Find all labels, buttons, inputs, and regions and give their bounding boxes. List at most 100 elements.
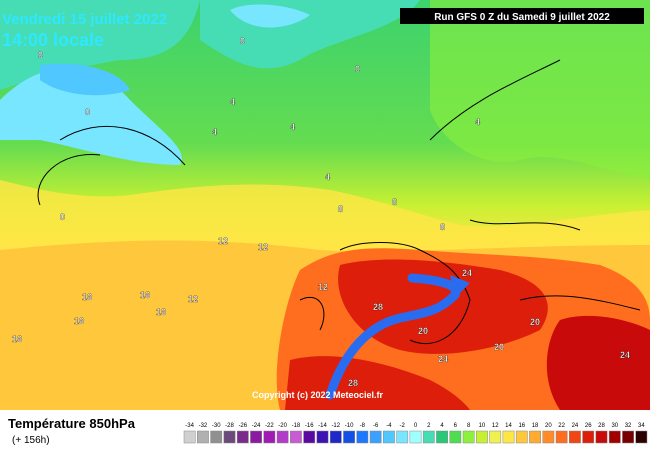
contour-label: 12 — [318, 282, 328, 292]
scale-swatch — [409, 430, 422, 444]
scale-label: -16 — [305, 423, 314, 429]
scale-label: -10 — [345, 423, 354, 429]
scale-label: 2 — [427, 423, 431, 429]
scale-swatch — [422, 430, 435, 444]
scale-swatch — [542, 430, 555, 444]
scale-label: 16 — [518, 423, 525, 429]
mild-zone — [430, 0, 650, 180]
scale-swatch — [595, 430, 608, 444]
scale-label: 6 — [454, 423, 458, 429]
scale-swatch — [529, 430, 541, 444]
scale-label: -8 — [360, 423, 366, 429]
scale-label: -4 — [386, 423, 392, 429]
contour-label: 8 — [392, 197, 397, 207]
scale-swatch — [489, 430, 502, 444]
contour-label: 16 — [12, 334, 22, 344]
flow-arrow-head — [450, 275, 470, 298]
scale-label: -28 — [225, 423, 234, 429]
scale-swatch — [197, 430, 209, 444]
scale-swatch — [635, 430, 648, 444]
scale-label: -2 — [400, 423, 406, 429]
scale-swatch — [329, 430, 342, 444]
contour-label: 4 — [212, 127, 217, 137]
contour-label: 20 — [418, 326, 428, 336]
coastline — [37, 59, 641, 345]
contour-label: 4 — [475, 117, 480, 127]
scale-swatch — [449, 430, 462, 444]
scale-swatch — [582, 430, 595, 444]
map-time: 14:00 locale — [2, 30, 104, 50]
contour-label: 8 — [440, 222, 445, 232]
contour-label: 16 — [140, 290, 150, 300]
scale-label: 26 — [585, 423, 592, 429]
scale-label: 8 — [467, 423, 471, 429]
color-scale: -34 -32 -30 -28 -26 -24 -22 -20 -18 -16 -14 -12 -10-… — [183, 423, 648, 444]
scale-swatch — [436, 430, 448, 444]
scale-label: 28 — [598, 423, 605, 429]
contour-label: 20 — [530, 317, 540, 327]
scale-label: -18 — [292, 423, 301, 429]
warm-zone — [0, 180, 650, 260]
scale-label: 20 — [545, 423, 552, 429]
contour-label: 24 — [462, 268, 472, 278]
contour-label: 16 — [82, 292, 92, 302]
scale-swatch — [183, 430, 196, 444]
contour-label: 24 — [438, 354, 448, 364]
contour-label: 0 — [38, 50, 43, 60]
scale-swatch — [250, 430, 262, 444]
contour-label: 0 — [60, 212, 65, 222]
scale-label: -32 — [199, 423, 208, 429]
scale-swatch — [263, 430, 276, 444]
cold-zone — [0, 68, 182, 165]
scale-swatch — [515, 430, 528, 444]
contour-label: 28 — [348, 378, 358, 388]
contour-label: 4 — [325, 172, 330, 182]
contour-label: 16 — [156, 307, 166, 317]
scale-swatch — [303, 430, 316, 444]
contour-label: 4 — [230, 97, 235, 107]
hot-zone — [546, 315, 650, 410]
scale-label: -14 — [318, 423, 327, 429]
contour-labels: 0 0 0 0 0 4 4 4 4 4 8 8 8 12 12 12 12 16 16 16 16 16 20 20 20 24 2… — [12, 36, 630, 388]
scale-swatch — [555, 430, 568, 444]
scale-swatch — [476, 430, 488, 444]
scale-label: -12 — [331, 423, 340, 429]
scale-swatch — [316, 430, 329, 444]
contour-label: 8 — [338, 204, 343, 214]
contour-label: 12 — [258, 242, 268, 252]
contour-label: 20 — [494, 342, 504, 352]
scale-label: 12 — [492, 423, 499, 429]
scale-swatch — [223, 430, 236, 444]
scale-label: 10 — [479, 423, 486, 429]
contour-label: 4 — [290, 122, 295, 132]
scale-label: -22 — [265, 423, 274, 429]
flow-arrow — [325, 273, 461, 400]
variable-name: Température 850hPa — [8, 416, 136, 431]
run-info: Run GFS 0 Z du Samedi 9 juillet 2022 — [434, 12, 610, 23]
contour-label: 0 — [240, 36, 245, 46]
contour-label: 12 — [218, 236, 228, 246]
scale-swatch — [236, 430, 249, 444]
cold-zone — [230, 4, 310, 28]
scale-label: -26 — [238, 423, 247, 429]
scale-swatch — [462, 430, 475, 444]
scale-swatch — [210, 430, 223, 444]
scale-label: -24 — [252, 423, 261, 429]
scale-label: -20 — [278, 423, 287, 429]
contour-label: 0 — [355, 64, 360, 74]
scale-label: 24 — [572, 423, 579, 429]
run-box — [400, 8, 644, 24]
scale-swatch — [290, 430, 302, 444]
contour-label: 12 — [188, 294, 198, 304]
scale-swatch — [608, 430, 621, 444]
scale-swatch — [569, 430, 581, 444]
scale-label: 34 — [638, 423, 645, 429]
scale-swatch — [622, 430, 634, 444]
contour-label: 16 — [74, 316, 84, 326]
scale-swatch — [369, 430, 382, 444]
scale-label: 32 — [625, 423, 632, 429]
scale-swatch — [356, 430, 369, 444]
scale-label: 30 — [611, 423, 618, 429]
